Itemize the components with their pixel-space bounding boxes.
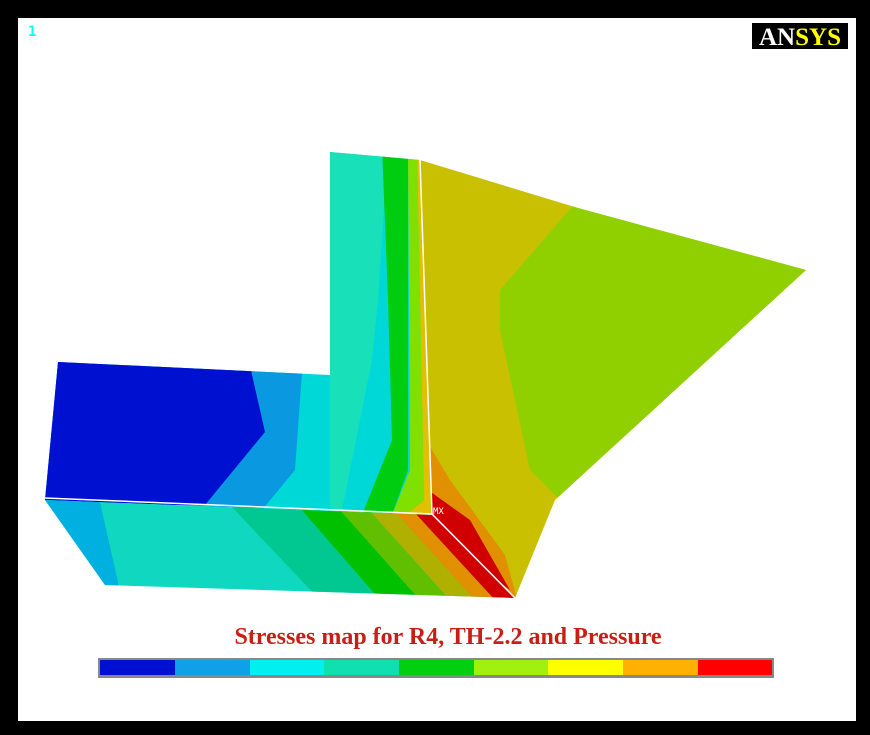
window-number: 1 bbox=[28, 24, 36, 40]
page: 1 ANSYS MX Stresses map for R4, TH-2.2 a… bbox=[0, 0, 870, 735]
ansys-screen: 1 ANSYS MX Stresses map for R4, TH-2.2 a… bbox=[0, 0, 870, 735]
color-legend bbox=[98, 658, 774, 678]
max-marker: MX bbox=[433, 507, 444, 517]
logo: ANSYS bbox=[759, 24, 841, 51]
caption: Stresses map for R4, TH-2.2 and Pressure bbox=[234, 624, 661, 650]
